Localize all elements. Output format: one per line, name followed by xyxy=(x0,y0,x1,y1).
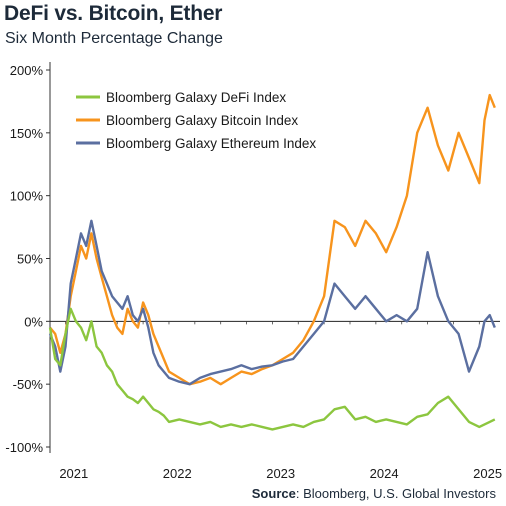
series-line-bloomberg-galaxy-bitcoin-index xyxy=(49,93,496,386)
source-note: Source: Bloomberg, U.S. Global Investors xyxy=(252,486,496,501)
chart-title: DeFi vs. Bitcoin, Ether xyxy=(4,2,223,25)
y-tick-label: -100% xyxy=(5,440,43,455)
legend-label: Bloomberg Galaxy Bitcoin Index xyxy=(106,113,298,128)
legend-label: Bloomberg Galaxy Ethereum Index xyxy=(106,136,316,151)
source-text: : Bloomberg, U.S. Global Investors xyxy=(295,486,496,501)
series-line-bloomberg-galaxy-ethereum-index xyxy=(48,219,496,386)
x-tick-label: 2021 xyxy=(59,466,88,481)
y-tick-label: 100% xyxy=(10,189,44,204)
x-tick-label: 2022 xyxy=(163,466,192,481)
chart-subtitle: Six Month Percentage Change xyxy=(5,30,223,47)
legend-label: Bloomberg Galaxy DeFi Index xyxy=(106,90,286,105)
y-tick-label: 200% xyxy=(10,63,44,78)
y-tick-label: 150% xyxy=(10,126,44,141)
legend: Bloomberg Galaxy DeFi Index Bloomberg Gal… xyxy=(76,90,316,151)
y-tick-label: 0% xyxy=(24,314,43,329)
series-line-bloomberg-galaxy-defi-index xyxy=(48,307,496,431)
axes: -100% -50% 0% 50% 100% 150% 200% 2021 2022 2023 20… xyxy=(5,62,502,481)
y-tick-label: -50% xyxy=(13,377,44,392)
y-tick-label: 50% xyxy=(17,252,43,267)
x-tick-label: 2024 xyxy=(370,466,399,481)
series-group xyxy=(48,93,496,431)
source-label: Source xyxy=(251,486,296,501)
x-tick-label: 2025 xyxy=(473,466,502,481)
x-tick-label: 2023 xyxy=(266,466,295,481)
